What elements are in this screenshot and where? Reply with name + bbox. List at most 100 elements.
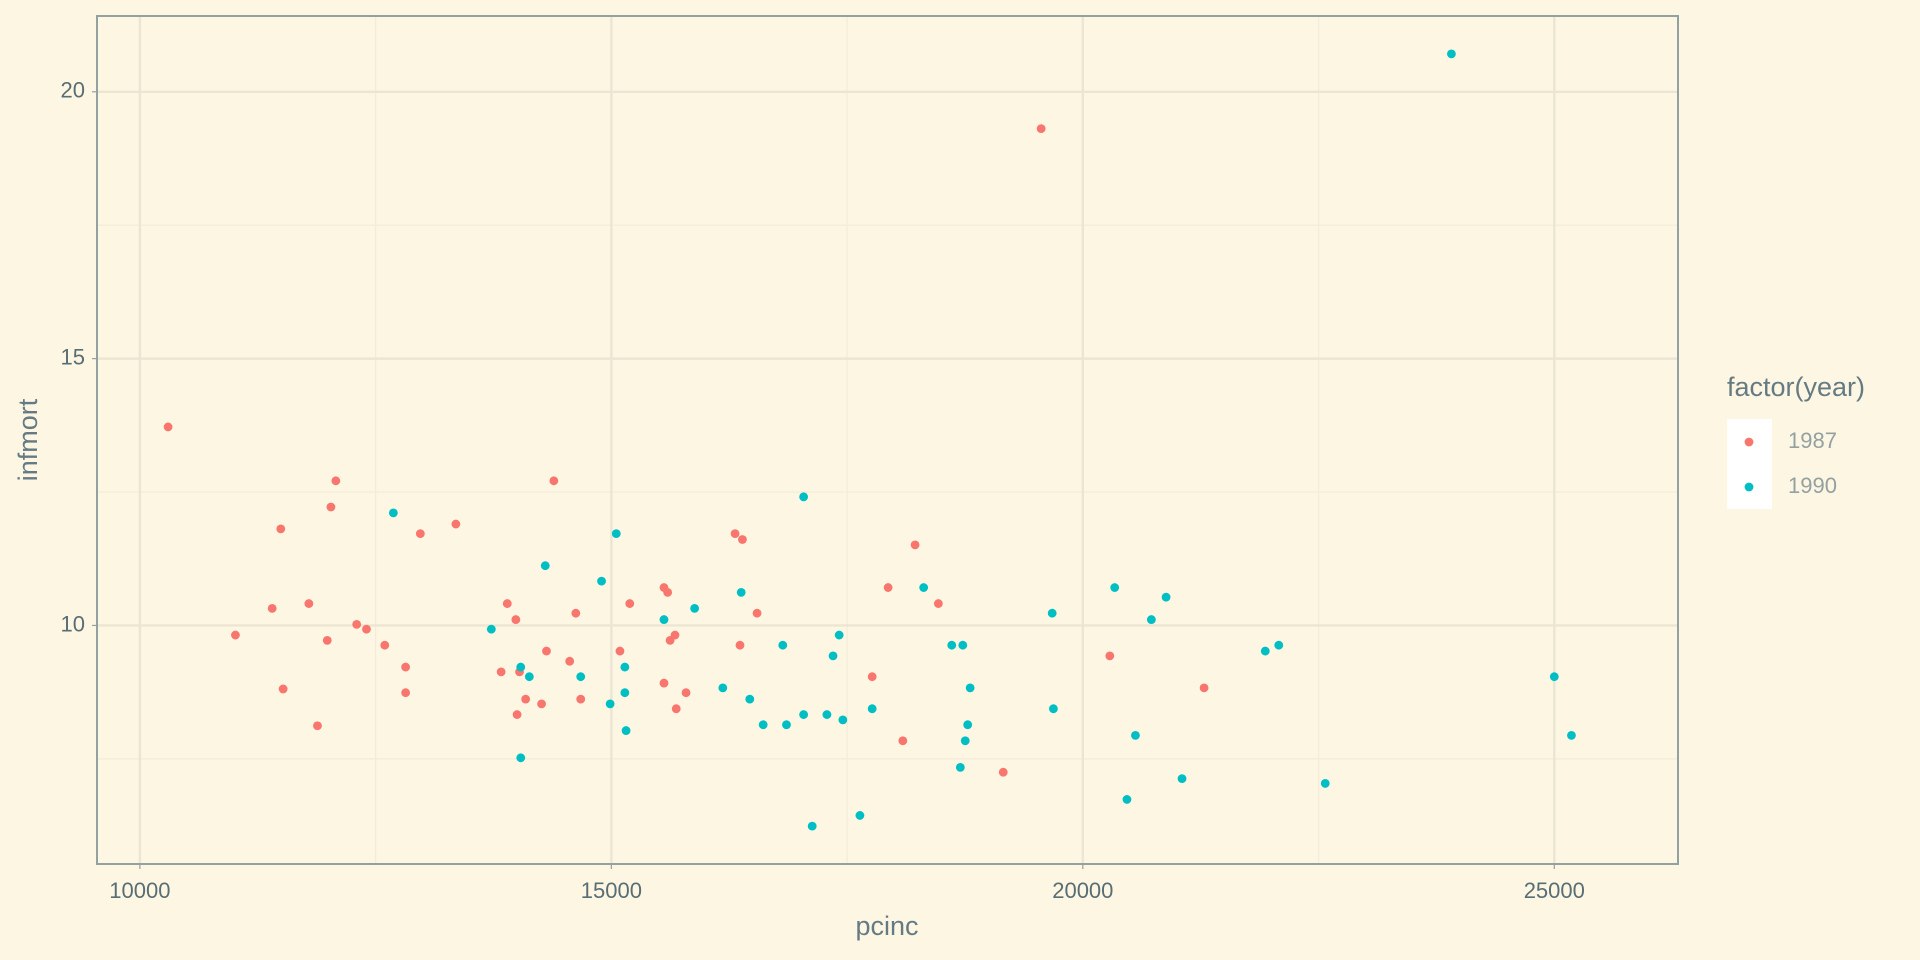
- point: [1199, 683, 1209, 693]
- point: [1274, 640, 1284, 650]
- y-axis-label: infmort: [13, 398, 43, 481]
- legend-marker: [1744, 482, 1754, 492]
- point: [659, 615, 669, 624]
- point: [919, 583, 929, 592]
- point: [807, 821, 817, 831]
- point: [496, 667, 506, 677]
- legend-label: 1987: [1788, 428, 1837, 453]
- point: [231, 630, 240, 640]
- point: [933, 599, 943, 608]
- y-tick-label: 15: [61, 344, 85, 369]
- point: [663, 587, 673, 597]
- point: [304, 599, 314, 608]
- point: [855, 811, 865, 820]
- point: [565, 656, 575, 666]
- point: [745, 694, 755, 704]
- point: [958, 640, 968, 650]
- point: [605, 699, 615, 709]
- point: [752, 608, 762, 618]
- point: [276, 524, 286, 534]
- point: [1549, 672, 1559, 682]
- point: [401, 662, 411, 672]
- point: [955, 763, 965, 772]
- point: [960, 736, 970, 746]
- point: [910, 540, 920, 550]
- point: [576, 694, 586, 704]
- point: [735, 640, 745, 650]
- point: [267, 603, 277, 613]
- point: [736, 587, 746, 597]
- point: [278, 684, 288, 694]
- point: [576, 672, 586, 682]
- point: [620, 688, 630, 698]
- point: [537, 699, 546, 709]
- point: [1122, 795, 1132, 804]
- point: [516, 753, 526, 763]
- y-tick-label: 10: [61, 611, 85, 636]
- point: [659, 678, 669, 688]
- point: [867, 672, 877, 682]
- point: [670, 630, 680, 640]
- point: [778, 640, 788, 650]
- point: [401, 688, 411, 698]
- point: [451, 519, 461, 529]
- legend-key-background: [1727, 419, 1772, 509]
- x-tick-label: 25000: [1524, 878, 1585, 903]
- point: [1567, 730, 1576, 740]
- point: [718, 683, 728, 693]
- point: [998, 767, 1008, 777]
- point: [947, 640, 957, 650]
- legend-label: 1990: [1788, 473, 1837, 498]
- point: [1320, 779, 1330, 788]
- point: [326, 502, 336, 512]
- point: [838, 715, 848, 725]
- plot-border: [96, 15, 1679, 865]
- point: [799, 492, 809, 502]
- x-tick-label: 20000: [1052, 878, 1113, 903]
- point: [512, 710, 522, 719]
- point: [415, 529, 425, 539]
- point: [1177, 774, 1187, 784]
- point: [782, 720, 791, 730]
- point: [1161, 592, 1171, 602]
- point: [388, 508, 398, 518]
- x-axis-label: pcinc: [855, 911, 918, 941]
- point: [621, 726, 631, 735]
- point: [1447, 49, 1456, 59]
- point: [1110, 583, 1120, 592]
- x-tick-label: 10000: [109, 878, 170, 903]
- point: [163, 422, 173, 432]
- point: [625, 599, 635, 608]
- legend-title: factor(year): [1727, 372, 1865, 402]
- point: [540, 561, 550, 571]
- point: [486, 624, 496, 634]
- point: [380, 640, 390, 650]
- point: [615, 646, 625, 656]
- point: [1047, 608, 1057, 618]
- point: [730, 529, 740, 539]
- point: [502, 599, 512, 608]
- point: [620, 662, 630, 672]
- point: [1049, 704, 1058, 714]
- point: [542, 646, 551, 656]
- point: [597, 576, 606, 586]
- point: [963, 720, 973, 730]
- point: [511, 615, 521, 624]
- point: [549, 476, 559, 486]
- point: [331, 476, 341, 486]
- legend-marker: [1744, 437, 1754, 447]
- point: [1131, 730, 1140, 740]
- point: [1036, 124, 1046, 134]
- point: [883, 583, 893, 592]
- point: [571, 608, 581, 618]
- point: [738, 535, 747, 544]
- point: [681, 688, 691, 698]
- point: [313, 721, 322, 731]
- point: [671, 704, 681, 714]
- point: [1146, 615, 1156, 624]
- point: [822, 710, 832, 719]
- point: [1105, 651, 1115, 661]
- point: [799, 710, 809, 719]
